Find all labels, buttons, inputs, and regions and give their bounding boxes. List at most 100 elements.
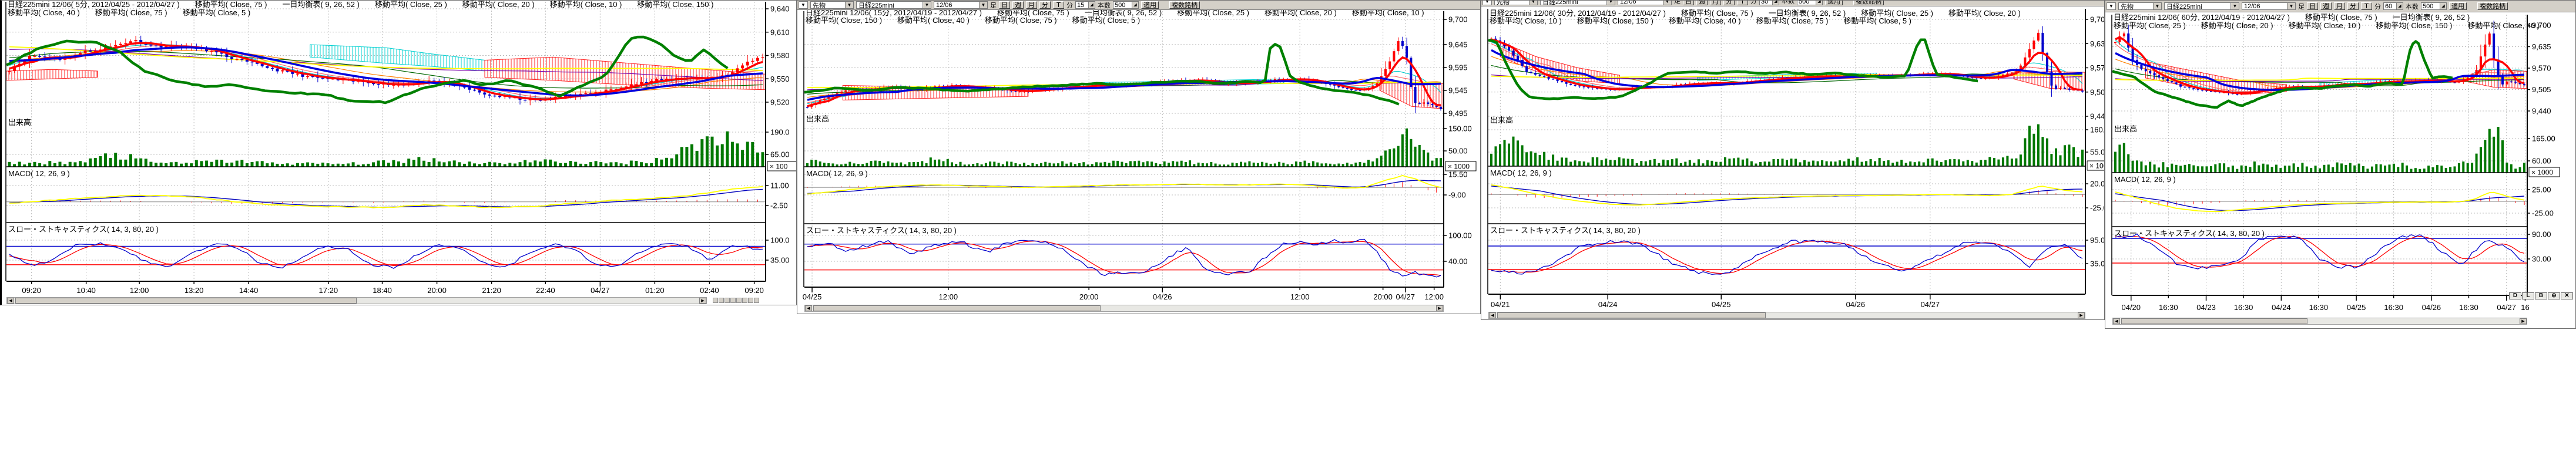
bar-count-label: 本数 (2406, 2, 2419, 11)
period-button-3[interactable]: 分 (2347, 2, 2359, 10)
bar-count-spinner[interactable]: 500◢ (1797, 1, 1823, 5)
mini-button[interactable] (719, 298, 724, 303)
period-button-2[interactable]: 月 (1710, 1, 1721, 5)
spinner-arrow-icon[interactable]: ◢ (1816, 1, 1822, 5)
scrollbar-thumb[interactable] (1497, 312, 1766, 318)
combo-value: 先物 (1497, 1, 1510, 6)
minutes-spinner[interactable]: 60◢ (2383, 2, 2403, 10)
chart-canvas: 9,6409,6109,5809,5509,520190.065.0011.00… (2, 1, 797, 305)
combo-fragment[interactable]: ▼ (1482, 1, 1492, 5)
axis-tick-label: 150.00 (1448, 124, 1472, 133)
mini-button[interactable] (754, 298, 759, 303)
horizontal-scrollbar[interactable]: ◀▶ (1488, 312, 2085, 319)
bar-count-spinner[interactable]: 500◢ (1113, 1, 1139, 9)
period-button-0[interactable]: 日 (1683, 1, 1694, 5)
symbol-select[interactable]: 日経225mini▼ (1540, 1, 1615, 5)
stoch-pane-label: スロー・ストキャスティクス( 14, 3, 80, 20 ) (806, 226, 957, 235)
multi-symbol-button[interactable]: 複数銘柄 (2477, 2, 2508, 10)
scrollbar-thumb[interactable] (15, 298, 357, 304)
corner-tool-strip: DLB⊕✕ (2509, 292, 2573, 299)
period-button-2[interactable]: 月 (2334, 2, 2345, 10)
spinner-arrow-icon[interactable]: ◢ (1088, 2, 1095, 8)
chevron-down-icon: ▼ (2287, 3, 2295, 9)
bar-count-spinner[interactable]: 500◢ (2421, 2, 2447, 10)
symbol-select[interactable]: 日経225mini▼ (2164, 2, 2239, 10)
scrollbar-right-arrow[interactable]: ▶ (2078, 312, 2085, 318)
mini-button[interactable] (713, 298, 718, 303)
axis-tick-label: 35.00 (770, 256, 790, 265)
combo-fragment[interactable]: ▼ (2107, 2, 2116, 10)
contract-month-select[interactable]: 12/06▼ (934, 1, 988, 9)
period-button-1[interactable]: 週 (1012, 1, 1024, 9)
volume-multiplier: × 100 (770, 163, 788, 171)
scrollbar-right-arrow[interactable]: ▶ (1436, 305, 1443, 311)
apply-button[interactable]: 適用 (2449, 2, 2467, 10)
period-button-2[interactable]: 月 (1026, 1, 1037, 9)
corner-tool-button-0[interactable]: D (2509, 292, 2521, 299)
instrument-type-select[interactable]: 先物▼ (810, 1, 854, 9)
scrollbar-left-arrow[interactable]: ◀ (2113, 318, 2120, 324)
mini-button[interactable] (730, 298, 736, 303)
corner-tool-button-4[interactable]: ✕ (2561, 292, 2573, 299)
horizontal-scrollbar[interactable]: ◀▶ (804, 305, 1444, 312)
horizontal-scrollbar[interactable]: ◀▶ (6, 297, 707, 304)
mini-button[interactable] (742, 298, 747, 303)
period-button-0[interactable]: 日 (999, 1, 1010, 9)
scrollbar-right-arrow[interactable]: ▶ (699, 298, 706, 304)
desktop: 9,6409,6109,5809,5509,520190.065.0011.00… (0, 0, 2576, 458)
multi-symbol-button[interactable]: 複数銘柄 (1853, 1, 1884, 5)
x-axis-tick-label: 16:30 (2384, 303, 2403, 312)
spinner-arrow-icon[interactable]: ◢ (2440, 3, 2446, 9)
apply-button[interactable]: 適用 (1825, 1, 1843, 5)
combo-fragment[interactable]: ▼ (799, 1, 808, 9)
period-button-0[interactable]: 日 (2307, 2, 2318, 10)
symbol-select[interactable]: 日経225mini▼ (856, 1, 931, 9)
axis-tick-label: 9,635 (2090, 39, 2105, 48)
chevron-down-icon: ▼ (1485, 1, 1490, 4)
mini-button[interactable] (736, 298, 742, 303)
apply-button[interactable]: 適用 (1141, 1, 1159, 9)
spinner-arrow-icon[interactable]: ◢ (1772, 1, 1779, 5)
contract-month-select[interactable]: 12/06▼ (1618, 1, 1672, 5)
stoch-line (2115, 234, 2524, 269)
corner-tool-button-1[interactable]: L (2522, 292, 2534, 299)
scrollbar-left-arrow[interactable]: ◀ (1489, 312, 1496, 318)
minutes-value: 30 (1761, 1, 1768, 5)
mini-button[interactable] (724, 298, 730, 303)
macd-pane-label: MACD( 12, 26, 9 ) (806, 169, 868, 178)
horizontal-scrollbar[interactable]: ◀▶ (2112, 318, 2527, 325)
period-button-1[interactable]: 週 (1696, 1, 1708, 5)
period-button-4[interactable]: Ｔ (2361, 2, 2372, 10)
macd-pane (2112, 192, 2527, 211)
period-button-4[interactable]: Ｔ (1053, 1, 1064, 9)
instrument-type-select[interactable]: 先物▼ (1494, 1, 1538, 5)
axis-tick-label: 25.00 (2532, 186, 2551, 194)
price-pane (804, 37, 1444, 113)
scrollbar-left-arrow[interactable]: ◀ (805, 305, 812, 311)
spinner-arrow-icon[interactable]: ◢ (1132, 2, 1138, 8)
scrollbar-left-arrow[interactable]: ◀ (7, 298, 14, 304)
period-button-3[interactable]: 分 (1723, 1, 1735, 5)
mini-button[interactable] (748, 298, 753, 303)
chart-title-line2: 移動平均( Close, 10 ) 移動平均( Close, 150 ) 移動平… (1490, 16, 1911, 25)
corner-tool-button-2[interactable]: B (2535, 292, 2547, 299)
price-pane (2112, 21, 2527, 107)
axis-tick-label: 20.00 (2090, 180, 2105, 188)
minutes-spinner[interactable]: 30 ◢ (1759, 1, 1779, 5)
instrument-type-select[interactable]: 先物▼ (2118, 2, 2162, 10)
contract-month-select[interactable]: 12/06▼ (2242, 2, 2296, 10)
combo-value: 日経225mini (1542, 1, 1578, 6)
period-button-4[interactable]: Ｔ (1737, 1, 1748, 5)
period-button-3[interactable]: 分 (1039, 1, 1051, 9)
corner-tool-button-3[interactable]: ⊕ (2548, 292, 2560, 299)
scrollbar-thumb[interactable] (2121, 318, 2307, 324)
x-axis-tick-label: 20:00 (427, 286, 447, 295)
period-button-1[interactable]: 週 (2320, 2, 2332, 10)
chevron-down-icon: ▼ (2109, 4, 2114, 9)
scrollbar-right-arrow[interactable]: ▶ (2520, 318, 2527, 324)
spinner-arrow-icon[interactable]: ◢ (2396, 3, 2403, 9)
minutes-spinner[interactable]: 15◢ (1075, 1, 1095, 9)
multi-symbol-button[interactable]: 複数銘柄 (1169, 1, 1200, 9)
scrollbar-thumb[interactable] (813, 305, 1101, 311)
axis-tick-label: 9,700 (1448, 15, 1468, 24)
